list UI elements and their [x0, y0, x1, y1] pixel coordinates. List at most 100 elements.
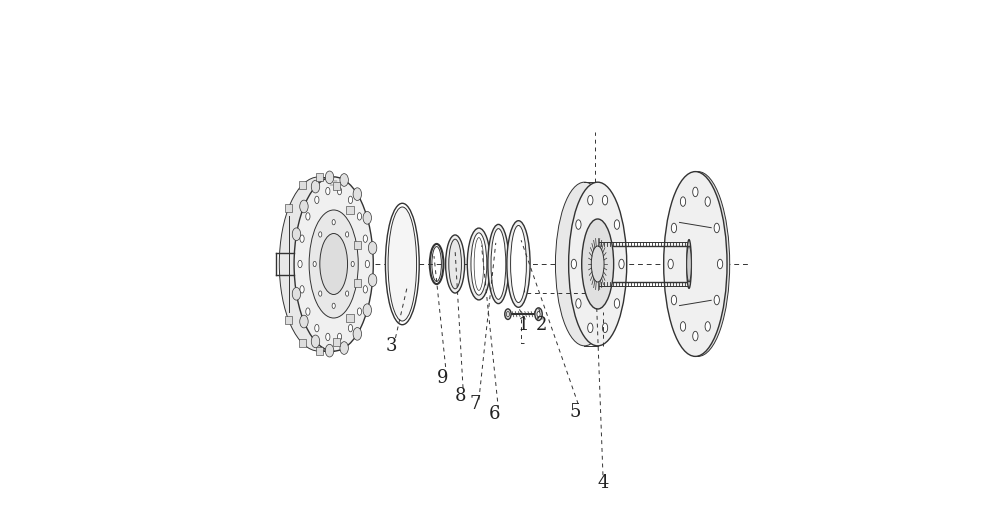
Ellipse shape	[300, 315, 308, 328]
Ellipse shape	[368, 241, 377, 254]
Ellipse shape	[363, 286, 367, 293]
Ellipse shape	[313, 261, 316, 267]
Ellipse shape	[337, 333, 342, 341]
Ellipse shape	[664, 172, 727, 356]
Ellipse shape	[614, 299, 620, 308]
Ellipse shape	[319, 232, 322, 237]
Text: 3: 3	[386, 337, 398, 355]
Ellipse shape	[292, 287, 301, 300]
Text: 2: 2	[535, 316, 547, 334]
Ellipse shape	[446, 235, 465, 293]
Ellipse shape	[687, 240, 691, 288]
Ellipse shape	[714, 295, 719, 305]
Ellipse shape	[348, 196, 353, 204]
Ellipse shape	[687, 246, 691, 282]
Text: 4: 4	[597, 474, 609, 492]
Text: 8: 8	[455, 387, 466, 405]
Bar	[346, 314, 354, 322]
Text: 6: 6	[489, 406, 500, 423]
Ellipse shape	[332, 220, 335, 225]
Ellipse shape	[353, 188, 362, 201]
Ellipse shape	[340, 342, 348, 354]
Bar	[346, 206, 354, 214]
Ellipse shape	[555, 182, 614, 346]
Ellipse shape	[346, 291, 349, 296]
Ellipse shape	[602, 323, 608, 333]
Ellipse shape	[591, 246, 604, 282]
Ellipse shape	[319, 291, 322, 296]
Ellipse shape	[505, 309, 511, 319]
Ellipse shape	[671, 295, 677, 305]
Ellipse shape	[680, 322, 686, 331]
Ellipse shape	[537, 312, 540, 317]
Ellipse shape	[467, 228, 490, 300]
Ellipse shape	[714, 223, 719, 233]
Ellipse shape	[311, 180, 320, 193]
Bar	[333, 338, 340, 346]
Ellipse shape	[311, 335, 320, 348]
Bar	[333, 182, 340, 190]
Ellipse shape	[315, 324, 319, 332]
Text: 5: 5	[570, 403, 581, 421]
Ellipse shape	[326, 333, 330, 341]
Ellipse shape	[511, 225, 526, 303]
Ellipse shape	[507, 221, 530, 307]
Ellipse shape	[471, 233, 487, 295]
Ellipse shape	[365, 260, 369, 268]
Ellipse shape	[353, 327, 362, 340]
Text: 1: 1	[518, 316, 530, 334]
Ellipse shape	[346, 232, 349, 237]
Ellipse shape	[693, 332, 698, 341]
Ellipse shape	[300, 200, 308, 213]
Ellipse shape	[614, 220, 620, 229]
Ellipse shape	[325, 171, 334, 184]
Ellipse shape	[357, 213, 362, 220]
Ellipse shape	[348, 324, 353, 332]
Ellipse shape	[320, 233, 348, 295]
Ellipse shape	[351, 261, 354, 267]
Bar	[299, 181, 306, 189]
Ellipse shape	[315, 196, 319, 204]
Ellipse shape	[488, 224, 509, 304]
Ellipse shape	[337, 187, 342, 195]
Ellipse shape	[388, 207, 417, 321]
Ellipse shape	[325, 344, 334, 357]
Bar	[354, 279, 361, 287]
Bar	[316, 173, 323, 181]
Ellipse shape	[309, 210, 358, 318]
Ellipse shape	[385, 203, 419, 325]
Bar	[285, 316, 292, 324]
Ellipse shape	[693, 187, 698, 196]
Ellipse shape	[326, 187, 330, 195]
Ellipse shape	[571, 259, 577, 269]
Ellipse shape	[357, 308, 362, 315]
Text: 9: 9	[437, 369, 449, 386]
Ellipse shape	[666, 172, 730, 356]
Ellipse shape	[569, 182, 627, 346]
Ellipse shape	[340, 174, 348, 186]
Ellipse shape	[602, 195, 608, 205]
Ellipse shape	[363, 235, 367, 242]
Ellipse shape	[363, 304, 371, 316]
Text: 7: 7	[469, 395, 481, 413]
Ellipse shape	[306, 213, 310, 220]
Ellipse shape	[300, 286, 304, 293]
Ellipse shape	[298, 260, 302, 268]
Ellipse shape	[671, 223, 677, 233]
Ellipse shape	[582, 219, 614, 309]
Ellipse shape	[300, 235, 304, 242]
Ellipse shape	[588, 323, 593, 333]
Ellipse shape	[368, 274, 377, 287]
Ellipse shape	[449, 239, 461, 289]
Bar	[285, 204, 292, 212]
Ellipse shape	[306, 308, 310, 315]
Bar	[299, 339, 306, 347]
Ellipse shape	[363, 212, 371, 224]
Ellipse shape	[668, 259, 673, 269]
Bar	[316, 347, 323, 355]
Ellipse shape	[279, 177, 358, 351]
Ellipse shape	[588, 195, 593, 205]
Ellipse shape	[294, 177, 373, 351]
Ellipse shape	[491, 229, 506, 299]
Ellipse shape	[680, 197, 686, 206]
